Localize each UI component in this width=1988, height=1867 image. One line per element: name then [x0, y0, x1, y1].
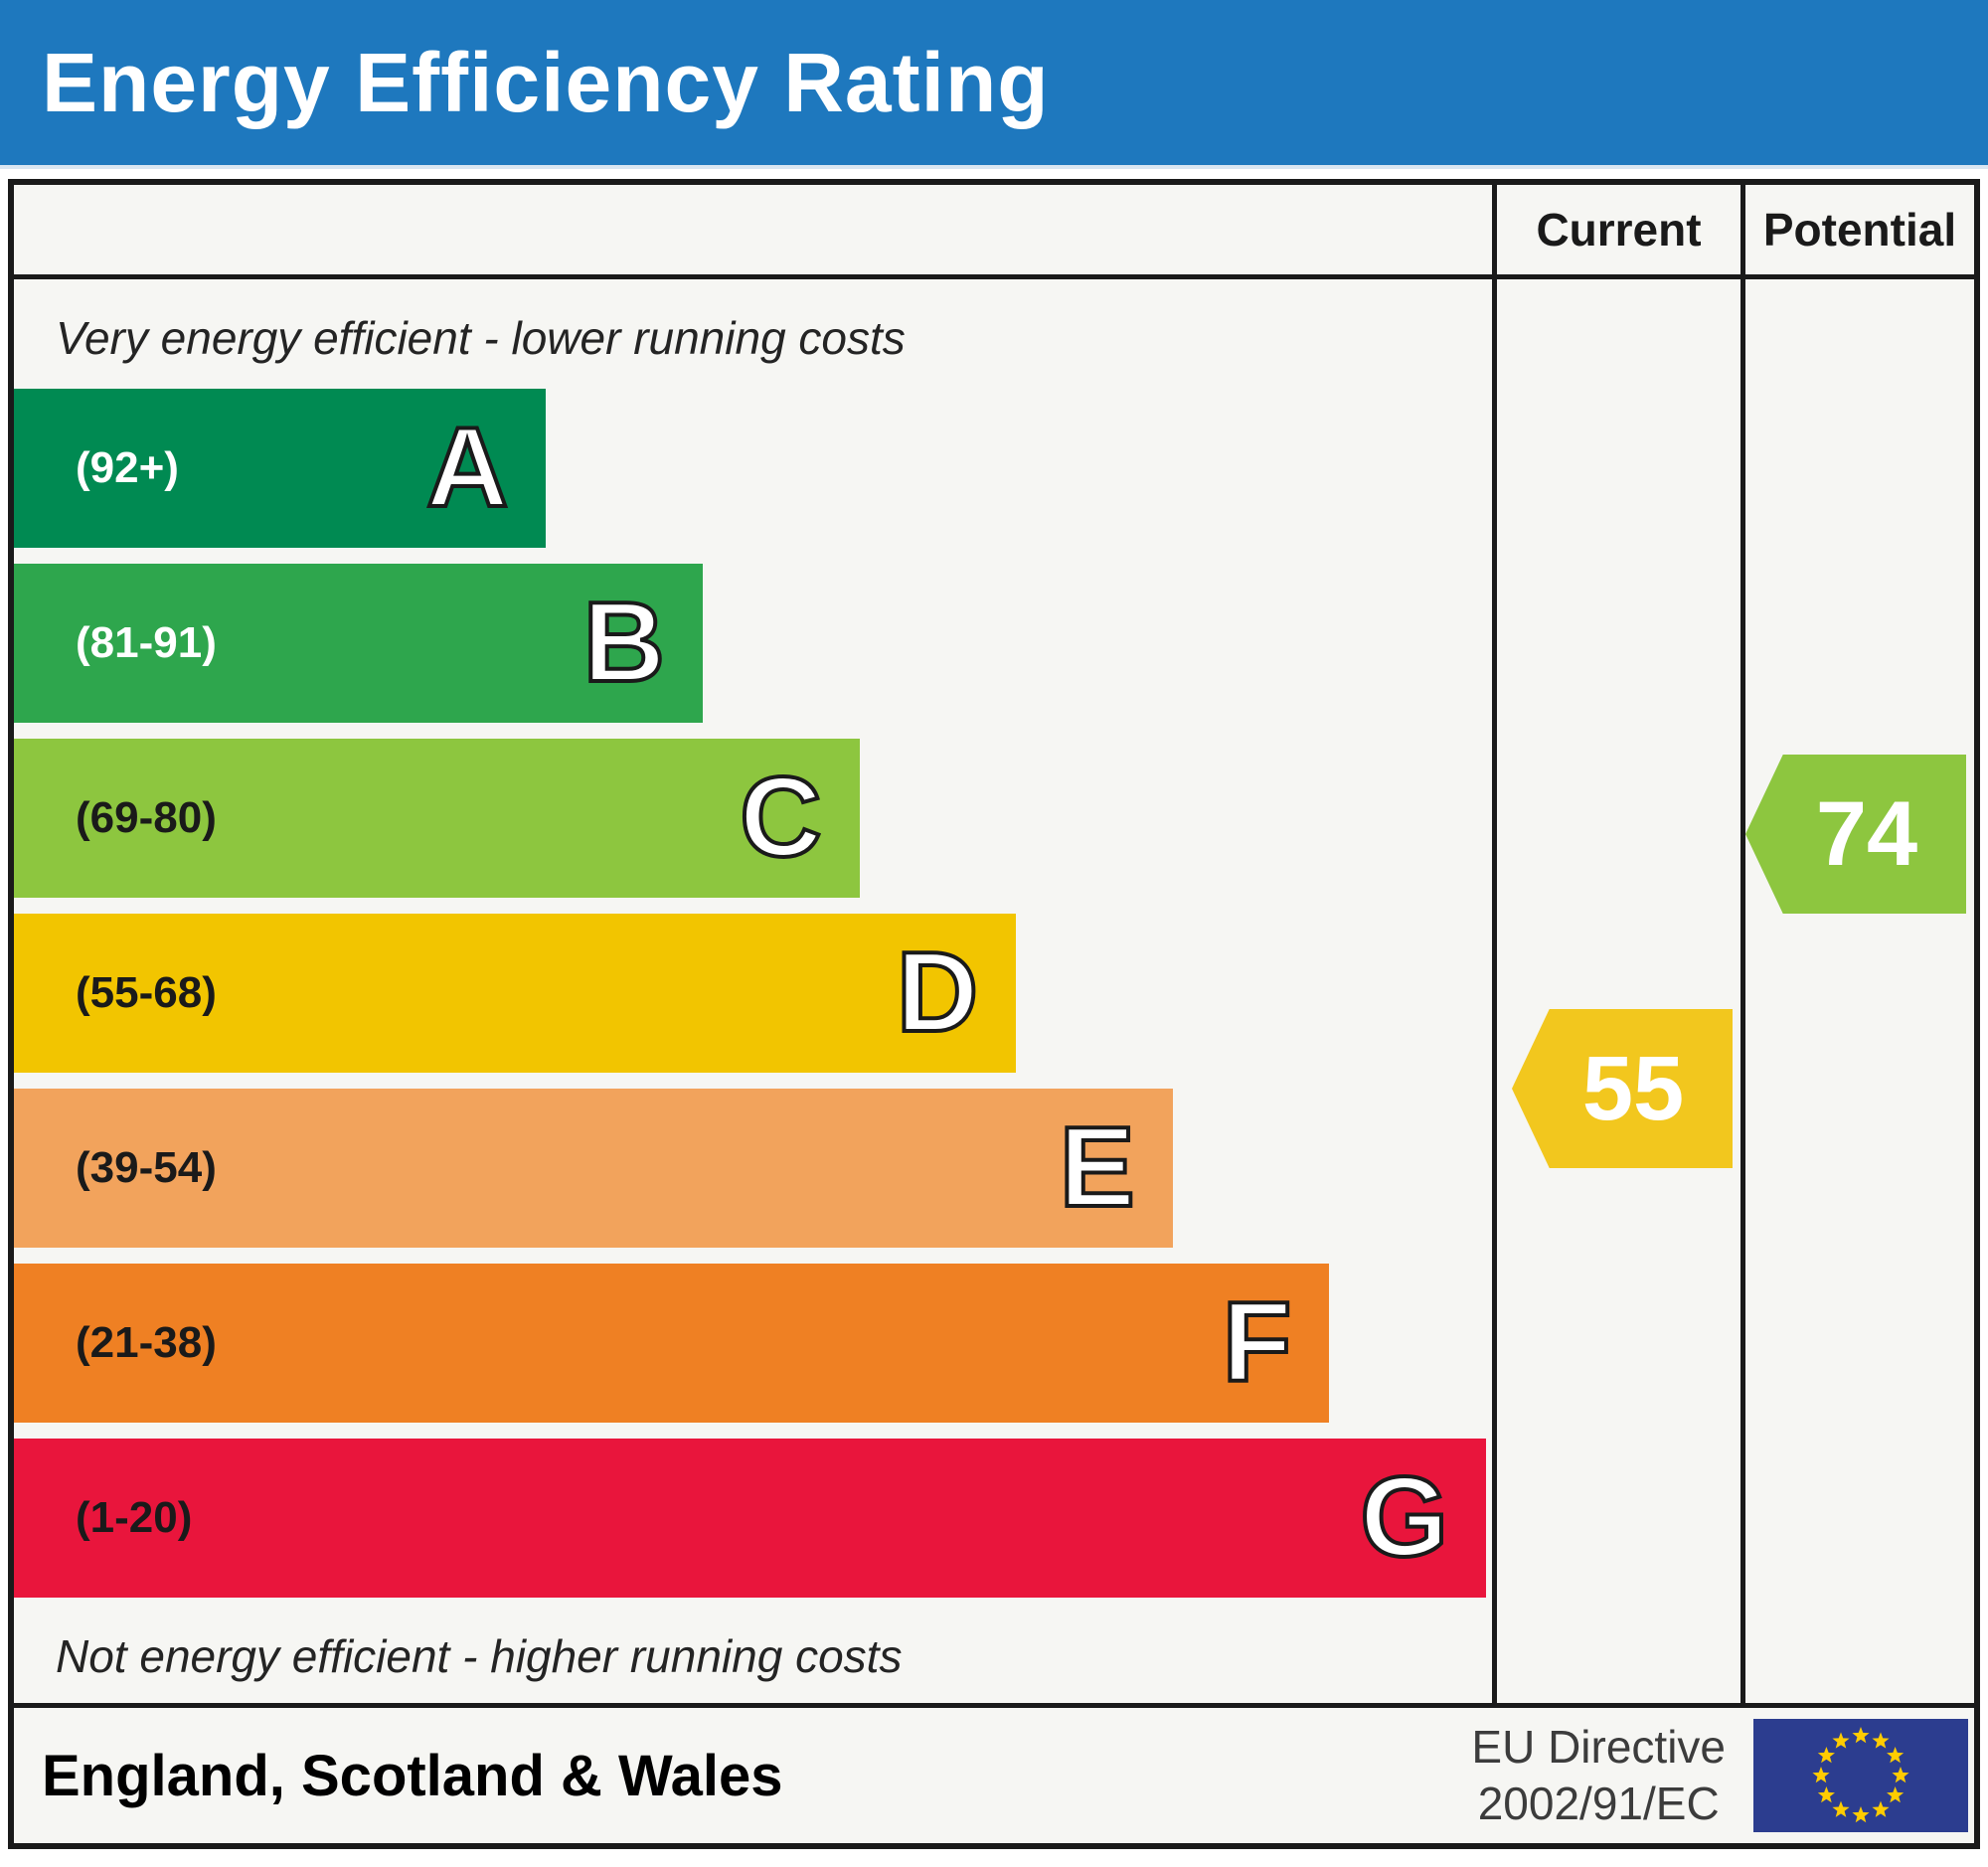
band-letter: F [1221, 1277, 1294, 1408]
band-range-label: (39-54) [76, 1143, 217, 1192]
band-bar: (21-38) F [14, 1264, 1330, 1423]
arrow-value: 74 [1815, 782, 1918, 885]
top-note: Very energy efficient - lower running co… [56, 312, 906, 364]
bands-column: Very energy efficient - lower running co… [14, 279, 1492, 1703]
eu-directive-label: EU Directive 2002/91/EC [1471, 1719, 1726, 1833]
epc-chart: Current Potential Very energy efficient … [8, 179, 1980, 1849]
band-letter: G [1358, 1452, 1450, 1583]
potential-column: 74 [1740, 279, 1974, 1703]
bottom-note: Not energy efficient - higher running co… [56, 1630, 903, 1682]
potential-arrow: 74 [1745, 755, 1966, 914]
band-range-label: (69-80) [76, 793, 217, 842]
band-range-label: (55-68) [76, 968, 217, 1017]
column-header-spacer [14, 185, 1492, 274]
region-label: England, Scotland & Wales [42, 1743, 783, 1808]
band-row-A: (92+) A [14, 389, 1492, 564]
bands: (92+) A (81-91) B (69-80) C (55-68) D (3… [14, 389, 1492, 1613]
current-arrow: 55 [1512, 1009, 1733, 1168]
eu-flag-icon [1753, 1719, 1968, 1832]
band-row-F: (21-38) F [14, 1264, 1492, 1439]
title-banner: Energy Efficiency Rating [0, 0, 1988, 169]
band-range-label: (21-38) [76, 1318, 217, 1367]
page-title: Energy Efficiency Rating [42, 35, 1050, 129]
band-letter: A [424, 403, 510, 533]
band-letter: D [895, 928, 980, 1058]
band-bar: (69-80) C [14, 739, 860, 898]
band-bar: (1-20) G [14, 1439, 1487, 1598]
band-bar: (55-68) D [14, 914, 1017, 1073]
band-row-D: (55-68) D [14, 914, 1492, 1089]
band-letter: C [738, 753, 823, 883]
eu-directive-line1: EU Directive [1471, 1720, 1726, 1773]
current-column: 55 [1492, 279, 1740, 1703]
chart-body: Very energy efficient - lower running co… [14, 279, 1974, 1703]
band-bar: (39-54) E [14, 1089, 1173, 1248]
band-letter: B [581, 578, 667, 708]
footer: England, Scotland & Wales EU Directive 2… [14, 1703, 1974, 1843]
band-letter: E [1058, 1103, 1137, 1233]
arrow-value: 55 [1581, 1037, 1685, 1139]
eu-directive-line2: 2002/91/EC [1477, 1778, 1720, 1829]
band-row-E: (39-54) E [14, 1089, 1492, 1264]
band-bar: (92+) A [14, 389, 547, 548]
band-bar: (81-91) B [14, 564, 703, 723]
band-row-B: (81-91) B [14, 564, 1492, 739]
band-range-label: (81-91) [76, 618, 217, 667]
band-range-label: (1-20) [76, 1493, 193, 1542]
band-row-G: (1-20) G [14, 1439, 1492, 1613]
column-header-current: Current [1492, 185, 1740, 274]
column-header-potential: Potential [1740, 185, 1974, 274]
column-header-row: Current Potential [14, 185, 1974, 279]
band-row-C: (69-80) C [14, 739, 1492, 914]
band-range-label: (92+) [76, 443, 179, 492]
